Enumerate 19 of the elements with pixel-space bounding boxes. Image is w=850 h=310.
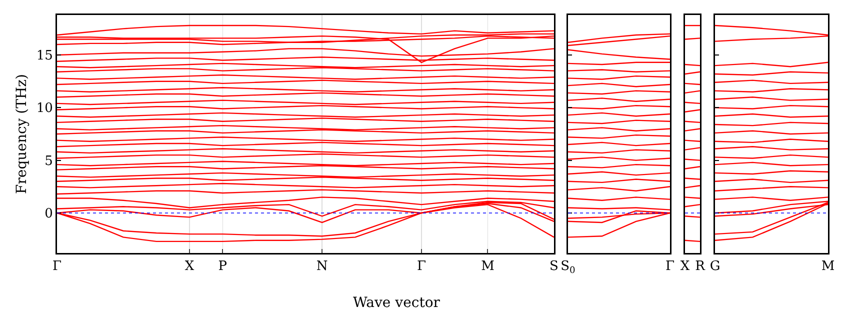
x-tick-label: P — [218, 259, 228, 274]
x-tick-label: R — [695, 259, 706, 274]
x-tick-label: X — [680, 259, 690, 274]
x-axis-title: Wave vector — [353, 295, 440, 310]
x-tick-label: S — [550, 259, 558, 274]
y-tick-label: 5 — [44, 154, 53, 169]
y-tick-label: 15 — [36, 48, 53, 64]
x-tick-label: M — [481, 259, 494, 274]
x-tick-label: Γ — [416, 259, 426, 274]
x-tick-label: M — [821, 259, 835, 274]
y-axis-title: Frequency (THz) — [14, 74, 30, 194]
x-tick-label: Γ — [52, 259, 62, 274]
x-tick-label: G — [710, 259, 720, 274]
y-tick-label: 10 — [36, 101, 53, 116]
x-tick-label: X — [184, 259, 195, 274]
y-tick-label: 0 — [44, 206, 53, 222]
x-tick-label: N — [316, 259, 328, 274]
x-tick-label: S$_{0}$ — [560, 259, 576, 276]
x-tick-label: Γ — [665, 259, 675, 274]
